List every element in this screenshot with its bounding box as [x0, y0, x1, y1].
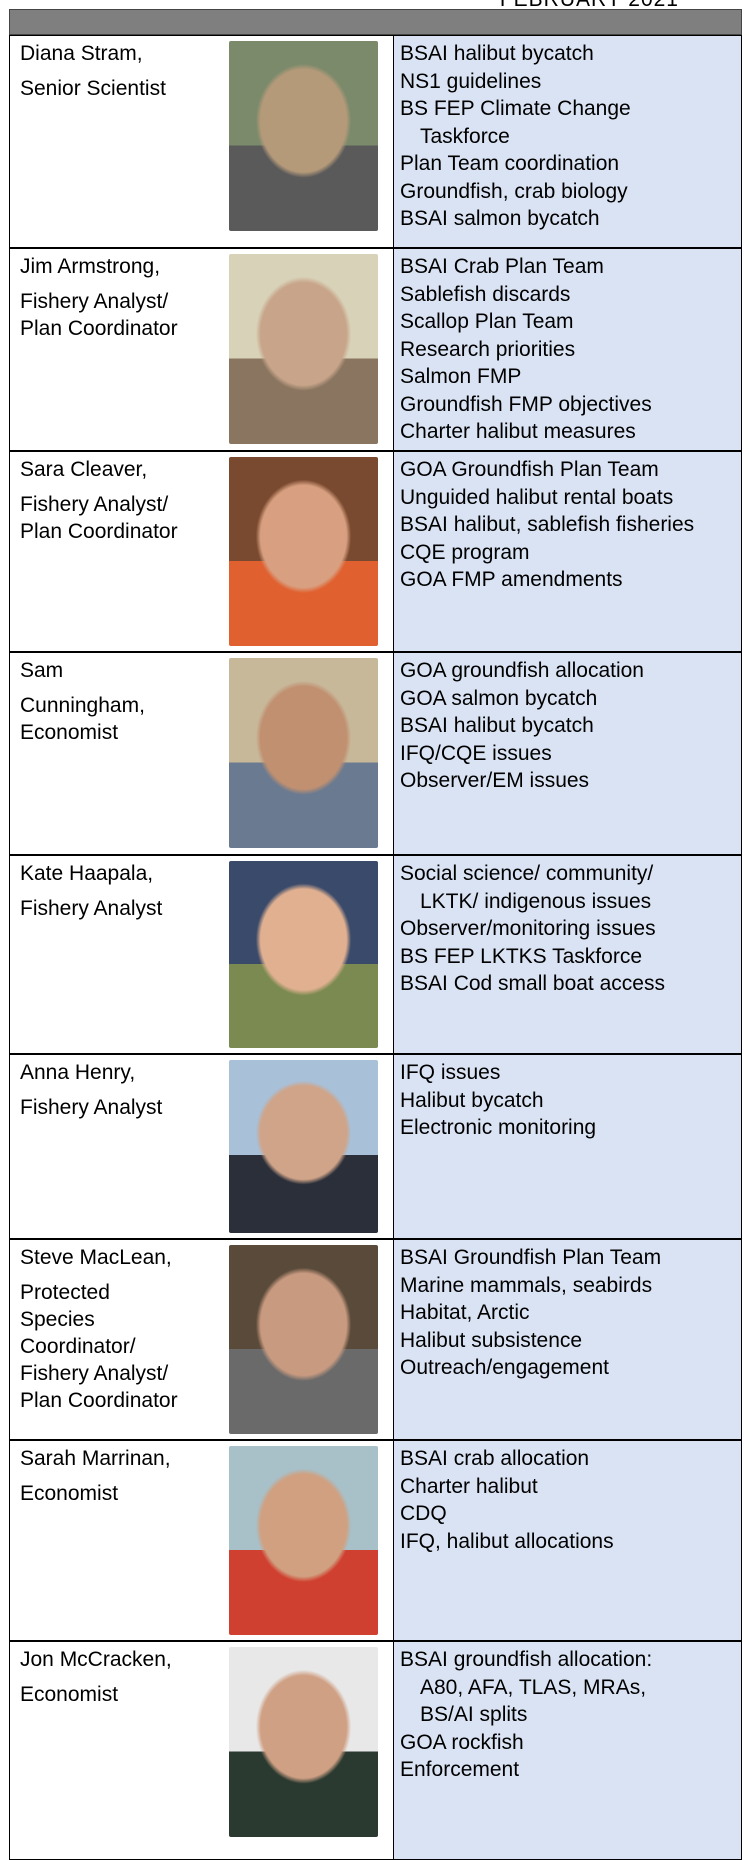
topic: Enforcement [400, 1758, 520, 1781]
staff-name: Fishery Analyst/ [20, 290, 169, 313]
topic: Electronic monitoring [400, 1116, 597, 1139]
topic: Plan Team coordination [400, 152, 620, 175]
topic: BSAI groundfish allocation: [400, 1648, 653, 1671]
topic: Groundfish FMP objectives [400, 392, 652, 416]
topic: BS/AI splits [420, 1703, 528, 1726]
staff-name: Fishery Analyst/ [20, 493, 169, 516]
topic: BSAI salmon bycatch [400, 207, 600, 230]
topics-cell [393, 1054, 742, 1239]
staff-name: Economist [20, 1683, 119, 1706]
topic: BSAI Crab Plan Team [400, 255, 604, 278]
topic: Groundfish, crab biology [400, 179, 628, 203]
topic: GOA FMP amendments [400, 568, 623, 591]
staff-name: Species [20, 1308, 95, 1331]
topic: BSAI halibut bycatch [400, 42, 594, 65]
topic: GOA Groundfish Plan Team [400, 458, 659, 481]
topic: Outreach/engagement [400, 1356, 609, 1379]
topic: A80, AFA, TLAS, MRAs, [420, 1675, 647, 1699]
photo [229, 254, 378, 444]
topic: IFQ/CQE issues [400, 741, 552, 765]
topics-cell [393, 1440, 742, 1641]
staff-name: Sarah Marrinan, [20, 1447, 171, 1470]
staff-name: Plan Coordinator [20, 317, 178, 340]
topics-cell [393, 855, 742, 1054]
topic: BS FEP Climate Change [400, 97, 631, 120]
staff-name: Anna Henry, [20, 1061, 136, 1084]
topic: BSAI Cod small boat access [400, 972, 665, 995]
topic: CQE program [400, 540, 530, 564]
photo [229, 1647, 378, 1837]
topic: Sablefish discards [400, 282, 571, 306]
staff-name: Senior Scientist [20, 77, 166, 100]
staff-name: Plan Coordinator [20, 520, 178, 543]
photo [229, 658, 378, 848]
topic: Unguided halibut rental boats [400, 485, 674, 509]
topic: BSAI halibut bycatch [400, 714, 594, 737]
staff-name: Jon McCracken, [20, 1648, 172, 1671]
topic: Research priorities [400, 337, 576, 361]
topics-cell [393, 1641, 742, 1860]
photo [229, 1446, 378, 1635]
photo [229, 457, 378, 646]
topics-cell [393, 451, 742, 652]
topic: Marine mammals, seabirds [400, 1273, 653, 1297]
photo [229, 1060, 378, 1233]
topics-cell [393, 1239, 742, 1440]
staff-name: Kate Haapala, [20, 862, 154, 885]
photo [229, 1245, 378, 1434]
staff-name: Cunningham, [20, 694, 145, 717]
staff-name: Jim Armstrong, [20, 255, 161, 278]
topic: CDQ [400, 1502, 447, 1525]
topic: Halibut subsistence [400, 1328, 583, 1352]
staff-name: Plan Coordinator [20, 1389, 178, 1412]
topic: Observer/monitoring issues [400, 917, 656, 940]
topic: Charter halibut [400, 1474, 538, 1498]
topic: Scallop Plan Team [400, 310, 574, 333]
topics-cell [393, 652, 742, 855]
topic: BS FEP LKTKS Taskforce [400, 944, 642, 968]
staff-name: Protected [20, 1281, 110, 1304]
staff-name: Economist [20, 721, 119, 744]
topic: LKTK/ indigenous issues [420, 889, 652, 913]
staff-name: Sam [20, 659, 64, 682]
staff-name: Coordinator/ [20, 1335, 136, 1358]
topic: Halibut bycatch [400, 1088, 544, 1112]
photo [229, 861, 378, 1048]
header-bar [9, 9, 742, 35]
staff-name: Diana Stram, [20, 42, 143, 65]
topic: Taskforce [420, 124, 510, 148]
staff-name: Steve MacLean, [20, 1246, 172, 1269]
topic: IFQ issues [400, 1061, 501, 1084]
topic: Habitat, Arctic [400, 1301, 530, 1324]
topics-cell [393, 248, 742, 451]
topic: BSAI halibut, sablefish fisheries [400, 513, 695, 536]
staff-name: Sara Cleaver, [20, 458, 148, 481]
staff-name: Fishery Analyst [20, 897, 163, 920]
topics-cell [393, 35, 742, 248]
topic: GOA rockfish [400, 1730, 524, 1754]
topic: Social science/ community/ [400, 862, 654, 885]
topic: BSAI crab allocation [400, 1447, 590, 1470]
topic: Salmon FMP [400, 365, 522, 388]
date: FEBRUARY 2021 [500, 0, 679, 12]
topic: IFQ, halibut allocations [400, 1529, 614, 1553]
staff-name: Economist [20, 1482, 119, 1505]
topic: BSAI Groundfish Plan Team [400, 1246, 662, 1269]
topic: GOA salmon bycatch [400, 686, 598, 710]
staff-name: Fishery Analyst/ [20, 1362, 169, 1385]
staff-name: Fishery Analyst [20, 1096, 163, 1119]
topic: GOA groundfish allocation [400, 659, 644, 682]
topic: NS1 guidelines [400, 69, 542, 93]
topic: Observer/EM issues [400, 769, 590, 792]
topic: Charter halibut measures [400, 420, 636, 443]
photo [229, 41, 378, 231]
